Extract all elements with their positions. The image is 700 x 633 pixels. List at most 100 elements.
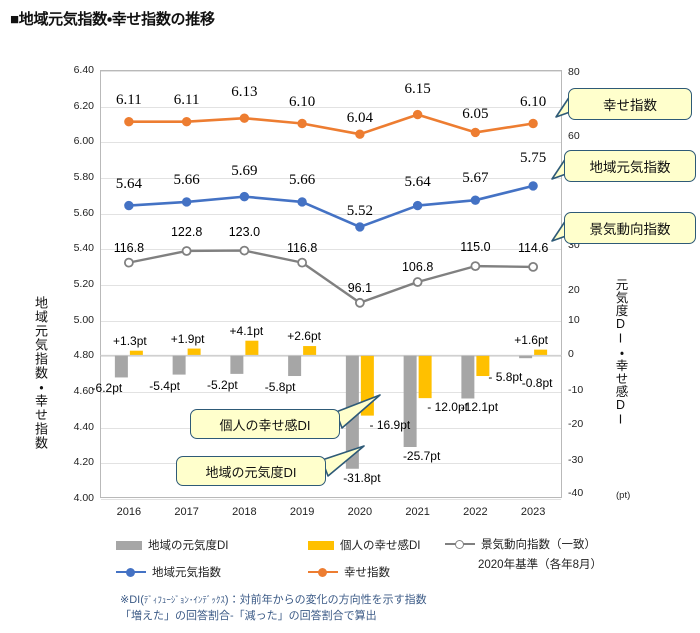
footnote-head: ※DI( [120, 594, 144, 606]
legend-item-regional-di[interactable]: 地域の元気度DI [116, 537, 229, 553]
legend-label: 個人の幸せ感DI [340, 540, 421, 552]
data-label: 6.05 [462, 106, 489, 123]
x-axis-tick: 2023 [520, 506, 546, 518]
gridline [101, 142, 561, 144]
x-axis-tick: 2019 [289, 506, 315, 518]
data-label: 5.64 [404, 173, 431, 190]
gridline [101, 106, 561, 108]
y-axis-right-tick: 30 [568, 239, 580, 251]
callout-business-index: 景気動向指数 [564, 212, 696, 244]
gridline [101, 463, 561, 465]
chart-legend: 地域の元気度DI 個人の幸せ感DI 景気動向指数（一致） 地域元気指数 幸せ指数… [100, 527, 700, 587]
y-axis-right-tick: 0 [568, 348, 574, 360]
bar-data-label: -5.4pt [149, 378, 180, 393]
y-axis-right-tick: 10 [568, 314, 580, 326]
y-axis-right-tick: 20 [568, 284, 580, 296]
bar-data-label: - 5.8pt [488, 370, 523, 385]
bar-data-label: +1.9pt [170, 331, 205, 346]
y-axis-left-tick: 5.20 [73, 278, 94, 290]
callout-regional-vitality-index: 地域元気指数 [564, 150, 696, 182]
legend-swatch-bar-yellow [308, 540, 334, 550]
y-axis-right-tick: -30 [568, 454, 584, 466]
gridline [101, 71, 561, 72]
y-axis-right-tick: -40 [568, 487, 584, 499]
legend-swatch-line-orange [308, 566, 338, 578]
data-label: 6.11 [116, 91, 142, 108]
footnote-line-1: ※DI(ﾃﾞｨﾌｭｰｼﾞｮﾝ･ｲﾝﾃﾞｯｸｽ)：対前年からの変化の方向性を示す指… [120, 592, 427, 608]
data-label: 5.52 [346, 202, 373, 219]
data-label: 5.75 [520, 149, 547, 166]
page-title: ■地域元気指数・幸せ指数の推移 [10, 11, 215, 28]
legend-item-personal-di[interactable]: 個人の幸せ感DI [308, 537, 421, 553]
bar-data-label: -5.8pt [264, 380, 296, 395]
legend-item-vitality-index[interactable]: 地域元気指数 [116, 564, 221, 580]
bar-data-label: -25.7pt [402, 448, 441, 463]
y-axis-left-tick: 5.00 [73, 313, 94, 326]
data-label: 5.69 [231, 162, 258, 179]
bar-data-label: +1.3pt [113, 333, 147, 348]
data-label: 115.0 [460, 240, 491, 255]
x-axis-tick: 2021 [405, 506, 430, 518]
y-axis-left-tick: 6.20 [73, 99, 94, 112]
y-axis-left-tick: 4.20 [73, 456, 94, 469]
y-axis-right-tick: 60 [568, 130, 580, 142]
y-axis-left-tick: 4.60 [73, 385, 94, 397]
callout-personal-happiness-di: 個人の幸せ感DI [190, 409, 340, 439]
x-axis-tick: 2020 [347, 506, 373, 518]
data-label: 6.10 [289, 93, 316, 110]
legend-swatch-bar-gray [116, 540, 142, 550]
data-label: 116.8 [113, 240, 145, 255]
gridline [101, 178, 561, 179]
bar-data-label: - 16.9pt [369, 417, 411, 432]
bar-data-label: +2.6pt [287, 329, 321, 344]
gridline [101, 320, 561, 322]
legend-swatch-line-gray [445, 538, 475, 550]
gridline [101, 499, 561, 500]
footnote-tail: )：対前年からの変化の方向性を示す指数 [224, 594, 427, 606]
bar-data-label: +4.1pt [229, 323, 264, 338]
footnote-line-2: 「増えた」の回答割合-「減った」の回答割合で算出 [120, 610, 377, 622]
data-label: 6.04 [346, 110, 373, 127]
y-axis-left-tick: 4.00 [73, 492, 94, 504]
legend-label: 景気動向指数（一致） [481, 539, 596, 551]
legend-swatch-line-blue [116, 566, 146, 578]
legend-note-baseline: 2020年基準（各年8月） [478, 559, 602, 571]
y-axis-left-tick: 5.60 [73, 206, 94, 219]
y-axis-left-tick: 4.40 [73, 420, 94, 433]
y-axis-left-tick: 4.80 [73, 349, 94, 362]
data-label: 6.11 [173, 91, 200, 108]
y-axis-left-tick: 5.40 [73, 242, 94, 255]
y-axis-right-tick: 80 [568, 66, 580, 78]
y-axis-left-tick: 6.00 [73, 135, 94, 148]
data-label: 5.67 [462, 170, 489, 187]
footnote: ※DI(ﾃﾞｨﾌｭｰｼﾞｮﾝ･ｲﾝﾃﾞｯｸｽ)：対前年からの変化の方向性を示す指… [120, 592, 427, 624]
gridline [101, 392, 561, 393]
y-axis-left-tick: 5.80 [73, 171, 94, 183]
y-axis-right-title: 元気度DI・幸せ感DI [613, 278, 628, 427]
gridline [101, 213, 561, 215]
data-label: 6.10 [520, 93, 547, 110]
gridline [101, 285, 561, 286]
data-label: 116.8 [286, 240, 318, 255]
legend-label: 幸せ指数 [344, 567, 390, 579]
data-label: 5.64 [115, 175, 142, 192]
data-label: 5.66 [289, 171, 316, 188]
data-label: 6.13 [231, 84, 258, 101]
y-axis-right-tick: -20 [568, 418, 584, 430]
x-axis-tick: 2022 [463, 506, 488, 518]
x-axis-tick: 2017 [174, 506, 199, 518]
y-axis-right-unit: (pt) [616, 490, 631, 501]
y-axis-left-title: 地域元気指数・幸せ指数 [33, 296, 48, 450]
footnote-kana: ﾃﾞｨﾌｭｰｼﾞｮﾝ･ｲﾝﾃﾞｯｸｽ [143, 595, 225, 605]
legend-item-business-index[interactable]: 景気動向指数（一致） [445, 536, 596, 552]
data-label: 5.66 [173, 171, 200, 188]
legend-label: 地域元気指数 [152, 567, 221, 579]
callout-regional-vitality-di: 地域の元気度DI [176, 456, 326, 486]
data-label: 122.8 [170, 224, 203, 239]
y-axis-left-tick: 6.40 [73, 64, 94, 76]
legend-label: 地域の元気度DI [148, 540, 229, 552]
data-label: 123.0 [228, 224, 261, 239]
legend-item-happiness-index[interactable]: 幸せ指数 [308, 564, 390, 580]
y-axis-right-tick: -10 [568, 384, 584, 396]
